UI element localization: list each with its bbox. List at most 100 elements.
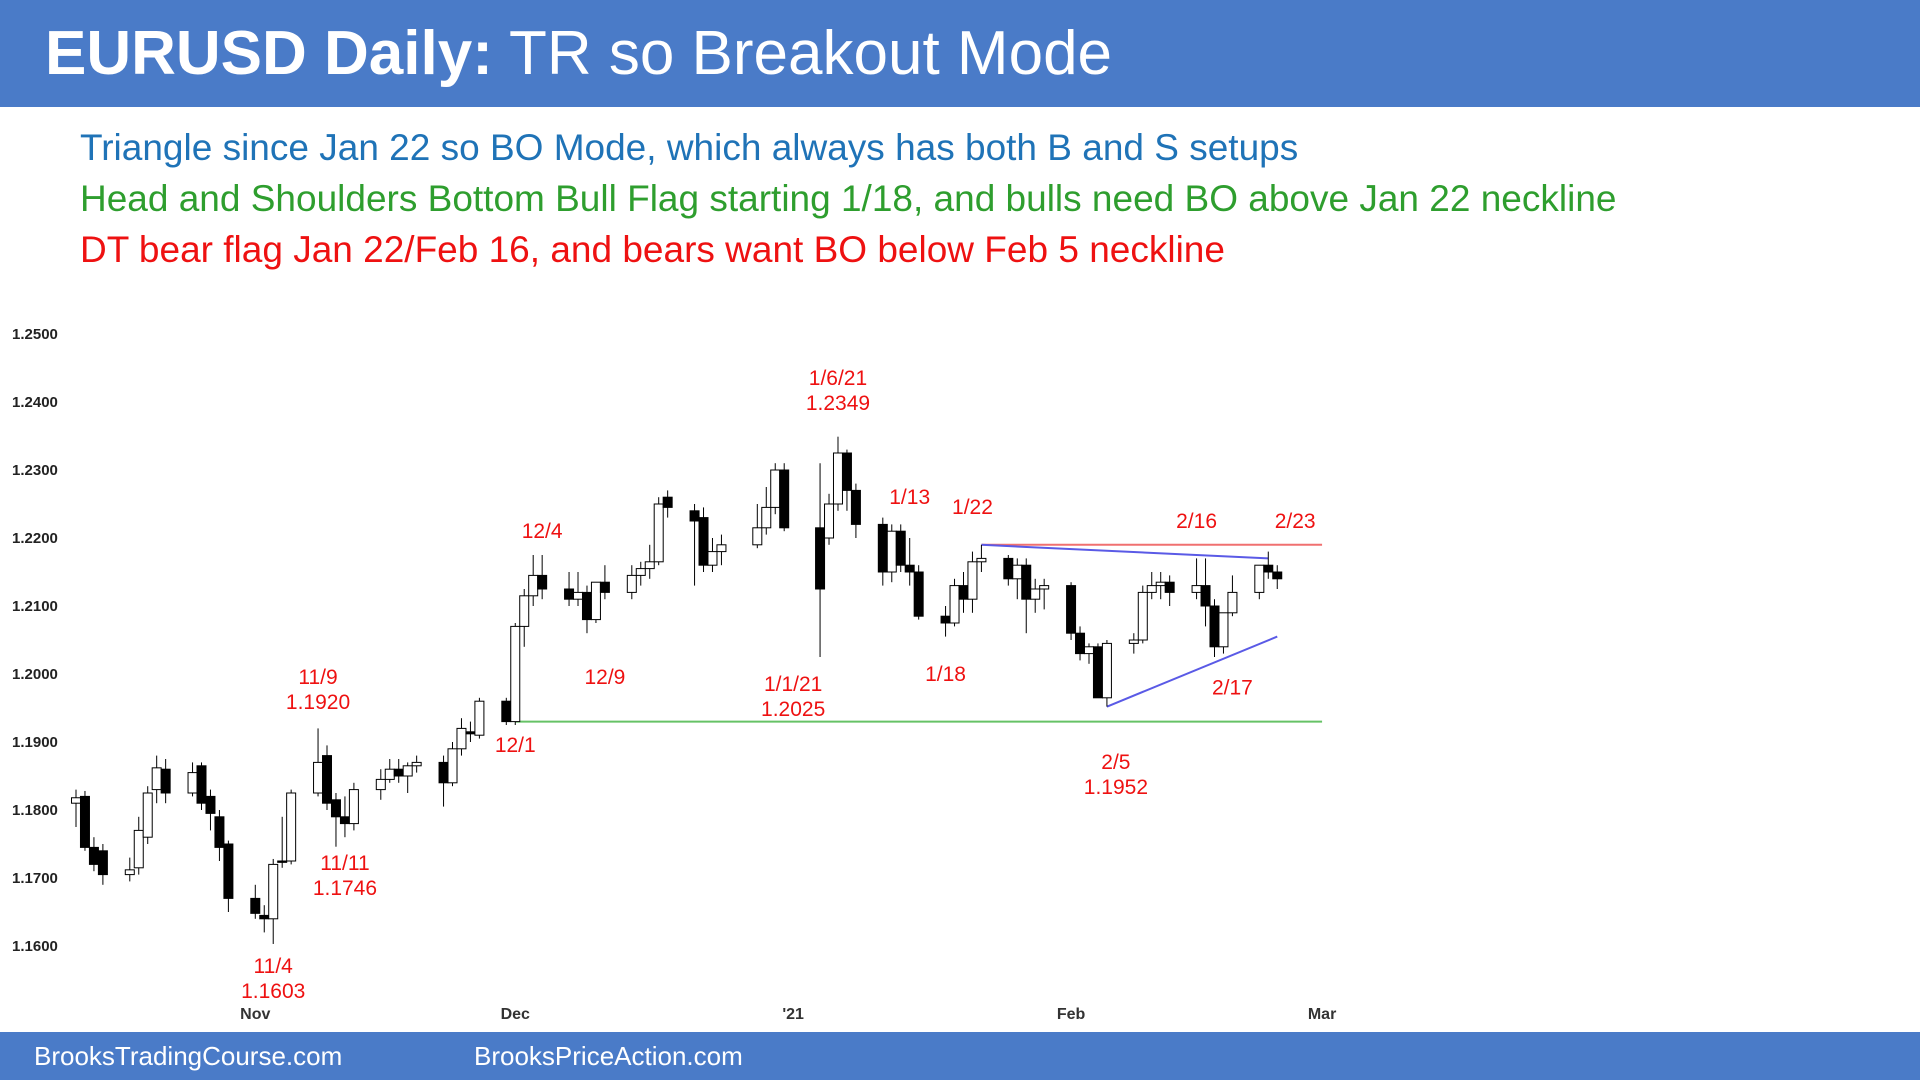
candle-bull [716, 544, 727, 553]
candle-bull [653, 503, 664, 563]
candle-bear [277, 860, 288, 863]
chart-annotation: 1.1603 [241, 980, 305, 1003]
y-tick-label: 1.2400 [12, 394, 58, 411]
candle-bull [510, 625, 521, 723]
candle-bull [573, 591, 584, 600]
candle-bear [1092, 646, 1103, 699]
slide-footer: BrooksTradingCourse.com BrooksPriceActio… [0, 1032, 1920, 1080]
candle-bull [1155, 581, 1166, 587]
candle-bull [1039, 585, 1050, 590]
footer-right-link[interactable]: BrooksPriceAction.com [474, 1041, 743, 1071]
candle-bear [250, 897, 261, 914]
candle-bear [958, 585, 969, 600]
candle-bull [644, 561, 655, 570]
candle-bear [913, 571, 924, 617]
triangle-bottom-line [1106, 635, 1278, 708]
candle-bull [770, 469, 781, 508]
candle-bull [635, 568, 646, 576]
eurusd-candlestick-chart: 1.2500 1.2400 1.2300 1.2200 1.2100 1.2000 1.19… [12, 326, 1336, 1023]
y-tick-label: 1.2000 [12, 666, 58, 683]
candle-bear [465, 731, 476, 735]
x-tick-label: '21 [782, 1006, 804, 1023]
y-tick-label: 1.2500 [12, 326, 58, 343]
candle-bull [151, 767, 162, 791]
candle-bull [1218, 612, 1229, 648]
candle-bear [877, 523, 888, 573]
footer-left-link[interactable]: BrooksTradingCourse.com [34, 1041, 343, 1071]
candle-bull [133, 829, 144, 869]
candle-bull [1012, 564, 1023, 580]
candle-bull [286, 792, 297, 862]
candle-bull [375, 778, 386, 791]
candle-bear [79, 795, 90, 848]
note-dt-bear-flag: DT bear flag Jan 22/Feb 16, and bears wa… [80, 229, 1225, 270]
candle-bull [1254, 564, 1265, 593]
candle-bull [456, 727, 467, 750]
candle-bear [1200, 585, 1211, 607]
y-tick-label: 1.1600 [12, 938, 58, 955]
candle-bull [402, 765, 413, 777]
candle-bull [124, 869, 135, 876]
title-bold: EURUSD Daily: [45, 19, 493, 88]
candle-bear [438, 761, 449, 784]
candle-bear [214, 816, 225, 848]
chart-annotation: 12/4 [522, 520, 563, 543]
chart-annotation: 1/1/21 [764, 673, 822, 696]
triangle-top-line [981, 543, 1269, 560]
candle-bear [205, 795, 216, 814]
candle-bear [1066, 585, 1077, 634]
candle-bear [689, 510, 700, 522]
candle-bull [976, 557, 987, 563]
candle-bull [832, 452, 843, 505]
chart-annotation: 1.1746 [313, 877, 377, 900]
candle-bear [1209, 605, 1220, 648]
candle-bull [967, 561, 978, 600]
candle-bear [196, 765, 207, 804]
candle-bear [1164, 581, 1175, 593]
chart-annotation: 1.2025 [761, 698, 825, 721]
y-tick-label: 1.1800 [12, 802, 58, 819]
candle-bull [752, 527, 763, 546]
candle-bull [707, 551, 718, 566]
candle-bear [940, 615, 951, 624]
candle-bear [88, 846, 99, 865]
chart-annotation: 11/4 [254, 955, 294, 978]
candle-bear [850, 489, 861, 525]
candle-bear [815, 527, 826, 590]
candle-bear [581, 591, 592, 621]
candle-bear [97, 850, 108, 876]
y-tick-label: 1.2200 [12, 530, 58, 547]
candle-bull [1083, 646, 1094, 655]
candle-bull [1128, 639, 1139, 644]
candle-bull [348, 789, 359, 825]
candle-bull [411, 761, 422, 767]
candle-bull [626, 574, 637, 593]
candle-bull [1227, 591, 1238, 614]
chart-annotation: 2/16 [1176, 510, 1217, 533]
candle-bear [662, 496, 673, 508]
x-tick-label: Dec [501, 1006, 530, 1023]
candle-bull [71, 797, 81, 804]
slide-header: EURUSD Daily: TR so Breakout Mode [0, 0, 1920, 107]
candle-bear [1263, 564, 1274, 573]
notes-block: Triangle since Jan 22 so BO Mode, which … [80, 122, 1616, 275]
y-tick-label: 1.1700 [12, 870, 58, 887]
chart-annotation: 1.1920 [286, 691, 350, 714]
candle-bull [187, 772, 198, 794]
chart-annotation: 1/13 [889, 486, 930, 509]
candle-bear [160, 768, 171, 794]
candle-bear [537, 574, 548, 590]
candle-bear [330, 799, 341, 818]
candle-bear [1075, 632, 1086, 655]
chart-annotation: 2/17 [1212, 676, 1253, 699]
candle-bear [779, 469, 790, 529]
chart-annotation: 1.1952 [1084, 776, 1148, 799]
candle-bear [322, 755, 333, 804]
chart-annotation: 11/11 [320, 852, 369, 875]
candle-bear [841, 452, 852, 491]
x-tick-label: Nov [240, 1006, 270, 1023]
chart-annotation: 1.2349 [806, 392, 870, 415]
candle-bull [590, 581, 601, 621]
slide-title: EURUSD Daily: TR so Breakout Mode [45, 18, 1112, 90]
candle-bull [313, 761, 324, 794]
